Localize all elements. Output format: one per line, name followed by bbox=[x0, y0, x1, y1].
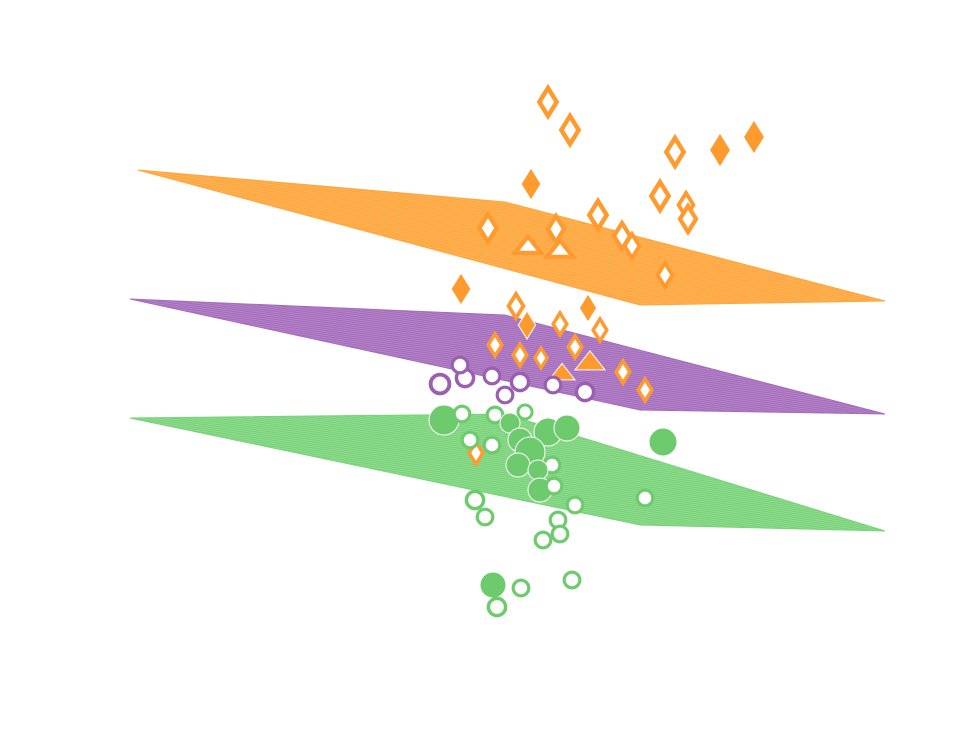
data-point-s1-17 bbox=[578, 293, 598, 323]
data-point-s3-23 bbox=[550, 524, 570, 544]
data-point-s1-1 bbox=[536, 83, 560, 121]
data-point-s1-26 bbox=[614, 357, 632, 387]
data-point-s3-14 bbox=[527, 459, 549, 481]
data-point-s1-25 bbox=[566, 332, 584, 362]
data-point-s1-18 bbox=[506, 290, 526, 322]
data-point-s1-20 bbox=[551, 309, 569, 339]
data-point-s1-24 bbox=[532, 344, 550, 372]
plane-surface-1 bbox=[137, 169, 886, 306]
data-point-s2-5 bbox=[543, 375, 563, 395]
data-point-s3-28 bbox=[486, 596, 508, 618]
data-point-s3-3 bbox=[485, 405, 505, 425]
data-point-s1-4 bbox=[708, 132, 732, 168]
data-point-s1-29 bbox=[510, 233, 546, 255]
data-point-s3-26 bbox=[511, 578, 531, 598]
data-point-s3-5 bbox=[516, 403, 534, 421]
data-point-s1-11 bbox=[476, 209, 500, 247]
data-point-s1-2 bbox=[558, 111, 582, 149]
data-point-s2-8 bbox=[450, 355, 470, 375]
data-point-s1-12 bbox=[545, 212, 567, 246]
data-point-s3-12 bbox=[505, 452, 531, 478]
data-point-s1-15 bbox=[655, 259, 675, 291]
data-point-s3-27 bbox=[562, 570, 582, 590]
data-point-s1-30 bbox=[542, 237, 578, 259]
data-point-s3-10 bbox=[460, 430, 480, 450]
data-point-s2-4 bbox=[509, 371, 531, 393]
data-point-s3-9 bbox=[482, 435, 502, 455]
data-point-s3-24 bbox=[533, 530, 553, 550]
data-point-s1-13 bbox=[611, 219, 633, 253]
planes-layer bbox=[129, 169, 886, 532]
data-point-s1-6 bbox=[520, 167, 542, 201]
data-point-s3-17 bbox=[475, 507, 495, 527]
data-point-s1-23 bbox=[511, 340, 529, 370]
data-point-s1-32 bbox=[547, 362, 577, 381]
data-point-s3-15 bbox=[648, 427, 678, 457]
data-point-s1-22 bbox=[486, 330, 504, 360]
data-point-s3-20 bbox=[565, 495, 585, 515]
data-point-s3-7 bbox=[553, 414, 581, 442]
data-point-s1-14 bbox=[622, 230, 642, 262]
data-point-s1-21 bbox=[591, 315, 609, 345]
data-point-s2-3 bbox=[482, 366, 502, 386]
data-point-s1-31 bbox=[573, 350, 607, 371]
data-point-s3-16 bbox=[464, 489, 486, 511]
data-point-s1-19 bbox=[517, 310, 537, 340]
data-point-s2-7 bbox=[495, 385, 515, 405]
data-point-s1-9 bbox=[677, 202, 699, 236]
data-point-s1-16 bbox=[450, 272, 472, 306]
data-point-s3-19 bbox=[544, 476, 564, 496]
data-point-s3-25 bbox=[479, 571, 507, 599]
data-point-s1-10 bbox=[586, 196, 610, 234]
data-point-s1-3 bbox=[663, 133, 687, 171]
data-point-s2-6 bbox=[574, 381, 596, 403]
data-point-s2-1 bbox=[428, 372, 452, 396]
plane-surface-3 bbox=[129, 413, 886, 532]
data-point-s1-27 bbox=[636, 375, 654, 405]
data-point-s1-5 bbox=[742, 119, 766, 155]
data-point-s1-7 bbox=[648, 177, 672, 215]
data-point-s3-21 bbox=[635, 488, 655, 508]
points-layer bbox=[428, 83, 766, 618]
data-point-s3-2 bbox=[452, 404, 472, 424]
